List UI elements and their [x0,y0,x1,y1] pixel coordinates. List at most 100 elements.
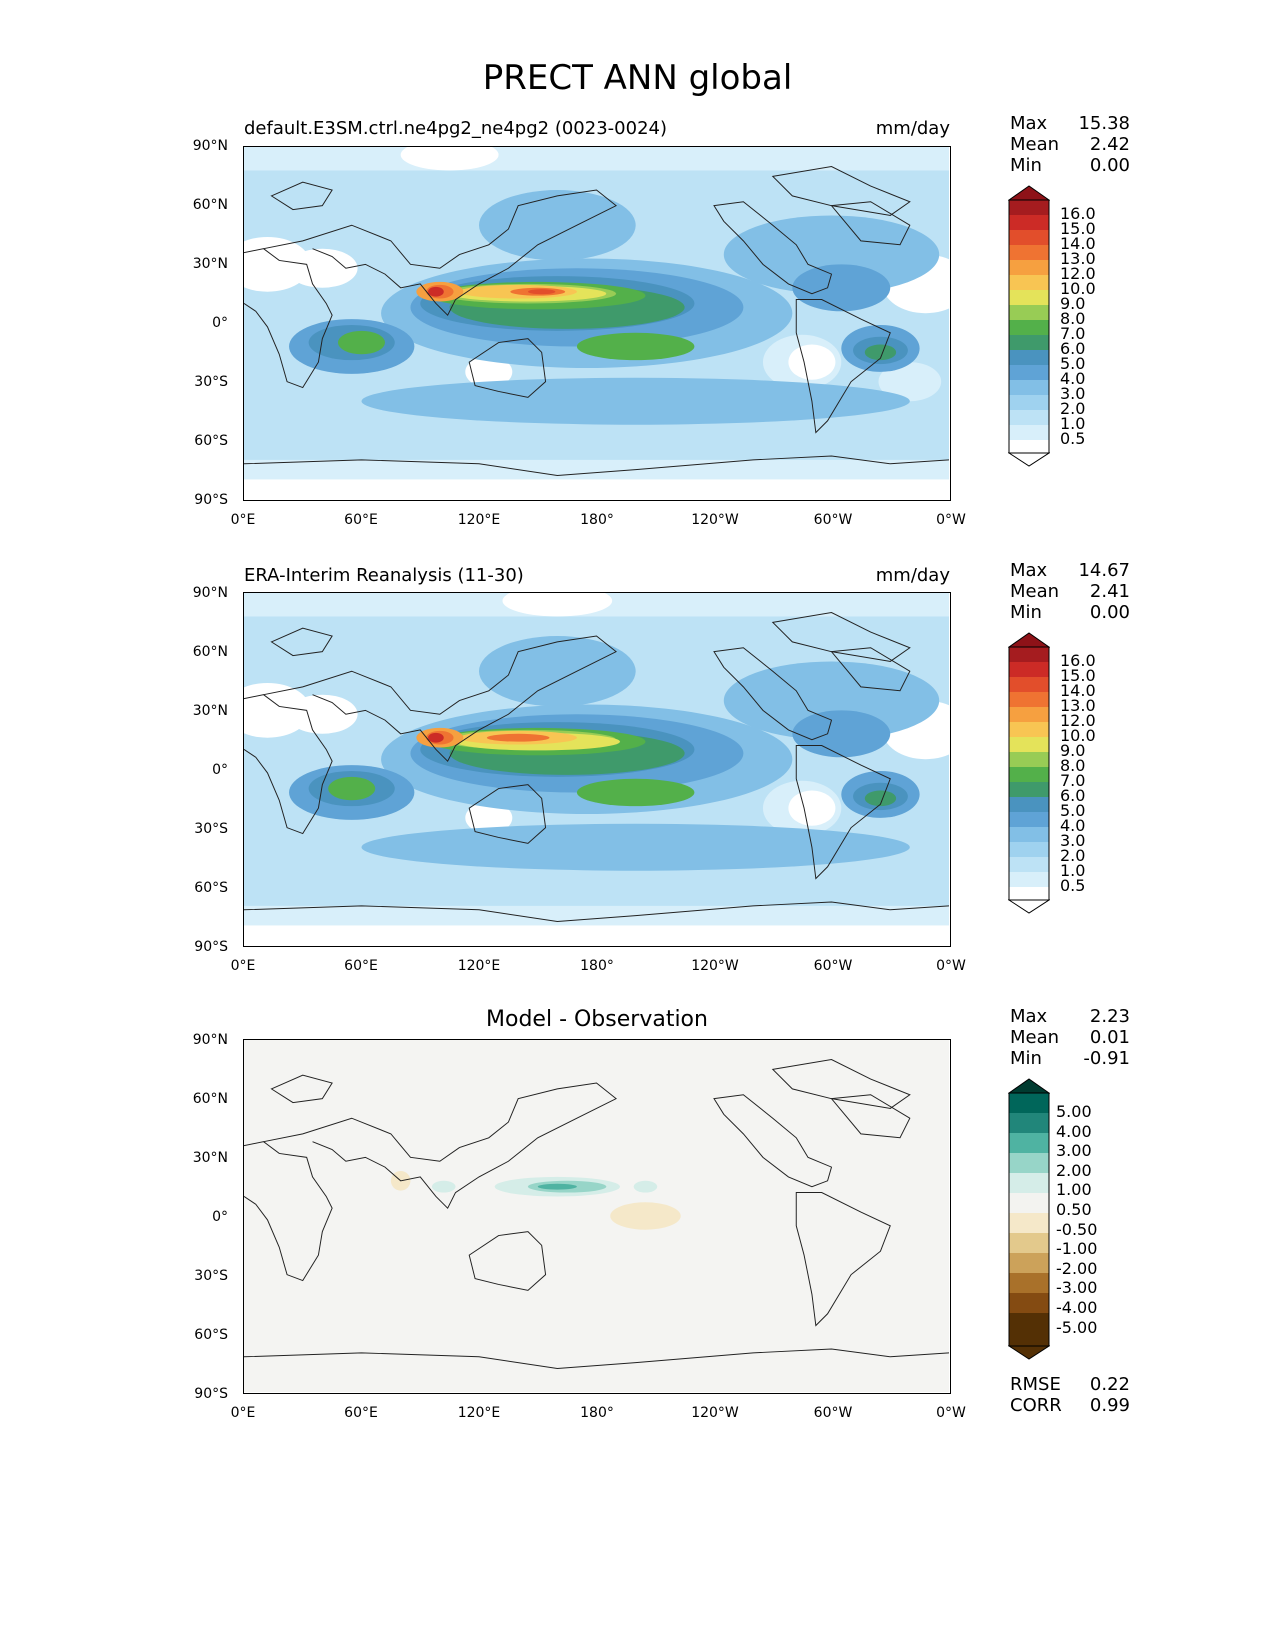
panel2-lat-label: 60°S [194,880,228,896]
panel2-colorbar-labels: 16.0 15.0 14.0 13.0 12.0 10.0 9.0 8.0 7.… [1060,651,1096,895]
panel1-units: mm/day [875,118,950,139]
colorbar-tick-label: 9.0 [1060,741,1086,760]
panel2-stat-value: 0.00 [1089,602,1130,623]
panel2-map [243,592,951,947]
panel2-lat-label: 90°N [192,585,228,601]
panel3-lon-label: 60°E [344,1405,378,1421]
panel1-lat-label: 90°S [194,492,228,508]
panel2-lat-label: 30°N [192,703,228,719]
panel3-lat-label: 30°S [194,1268,228,1284]
panel3-lat-label: 60°N [192,1091,228,1107]
panel3-lat-label: 60°S [194,1327,228,1343]
panel1-stat-label: Min [1010,155,1042,176]
panel2-stat-value: 2.41 [1089,581,1130,602]
colorbar-tick-label: 16.0 [1060,651,1096,670]
panel3-lat-label: 30°N [192,1150,228,1166]
colorbar-tick-label: 7.0 [1060,771,1086,790]
colorbar-tick-label: 4.00 [1056,1121,1092,1141]
colorbar-tick-label: -2.00 [1056,1258,1098,1278]
colorbar-tick-label: 5.0 [1060,354,1086,373]
panel1-colorbar-labels: 16.0 15.0 14.0 13.0 12.0 10.0 9.0 8.0 7.… [1060,204,1096,448]
panel1-stat-label: Max [1010,113,1048,134]
colorbar-tick-label: 12.0 [1060,711,1096,730]
figure-title: PRECT ANN global [482,58,793,98]
panel3-lat-label: 0° [212,1209,228,1225]
panel1-lat-label: 60°S [194,433,228,449]
colorbar-tick-label: 16.0 [1060,204,1096,223]
panel2-lon-label: 120°E [457,958,501,974]
colorbar-tick-label: 2.00 [1056,1160,1092,1180]
panel2-lon-label: 0°W [936,958,966,974]
colorbar-tick-label: -3.00 [1056,1278,1098,1298]
panel3-stat-label: Max [1010,1006,1048,1027]
panel3-lon-label: 120°W [691,1405,739,1421]
panel3-stat-value: 2.23 [1089,1006,1130,1027]
panel2-stat-label: Mean [1010,581,1060,602]
colorbar-tick-label: 9.0 [1060,294,1086,313]
colorbar-tick-label: 10.0 [1060,726,1096,745]
colorbar-tick-label: 3.0 [1060,831,1086,850]
colorbar-tick-label: 0.5 [1060,876,1086,895]
colorbar-tick-label: -5.00 [1056,1317,1098,1337]
panel2-left-title: ERA-Interim Reanalysis (11-30) [244,565,524,586]
panel3-stat-value: -0.91 [1083,1048,1130,1069]
colorbar-tick-label: 4.0 [1060,816,1086,835]
colorbar-tick-label: 3.00 [1056,1141,1092,1161]
colorbar-tick-label: 0.5 [1060,429,1086,448]
panel3-colorbar-labels: 5.00 4.00 3.00 2.00 1.00 0.50 -0.50 -1.0… [1056,1104,1097,1339]
panel1-stat-label: Mean [1010,134,1060,155]
colorbar-tick-label: 5.00 [1056,1102,1092,1121]
colorbar-tick-label: -1.00 [1056,1239,1098,1259]
colorbar-tick-label: 15.0 [1060,666,1096,685]
colorbar-tick-label: 6.0 [1060,786,1086,805]
panel3-lat-label: 90°N [192,1032,228,1048]
panel1-map [243,146,951,501]
panel1-stat-value: 0.00 [1089,155,1130,176]
panel3-lon-label: 120°E [457,1405,501,1421]
panel1-lat-label: 60°N [192,197,228,213]
panel3-rmse-label: RMSE [1010,1374,1061,1395]
panel3-stat-label: Mean [1010,1027,1060,1048]
panel1-lon-label: 60°E [344,512,378,528]
panel2-lat-label: 60°N [192,644,228,660]
panel2-units: mm/day [875,565,950,586]
panel3-map [243,1039,951,1394]
colorbar-tick-label: 1.0 [1060,861,1086,880]
colorbar-tick-label: 8.0 [1060,756,1086,775]
panel1-lon-label: 120°E [457,512,501,528]
panel1-lon-label: 180° [580,512,614,528]
colorbar-tick-label: 1.0 [1060,414,1086,433]
colorbar-tick-label: 8.0 [1060,309,1086,328]
panel2-lat-label: 30°S [194,821,228,837]
panel2-lon-label: 180° [580,958,614,974]
panel1-lat-label: 90°N [192,138,228,154]
panel2-colorbar [1007,632,1051,914]
panel3-title: Model - Observation [486,1007,708,1032]
colorbar-tick-label: 4.0 [1060,369,1086,388]
panel1-lon-label: 0°W [936,512,966,528]
colorbar-tick-label: 12.0 [1060,264,1096,283]
panel3-colorbar [1007,1078,1051,1360]
panel3-stat-value: 0.01 [1089,1027,1130,1048]
panel3-lat-label: 90°S [194,1386,228,1402]
panel1-colorbar [1007,185,1051,467]
colorbar-tick-label: 10.0 [1060,279,1096,298]
colorbar-tick-label: 14.0 [1060,234,1096,253]
colorbar-tick-label: 0.50 [1056,1199,1092,1219]
panel1-stat-value: 15.38 [1078,113,1130,134]
panel3-stat-label: Min [1010,1048,1042,1069]
panel1-lat-label: 30°N [192,256,228,272]
panel2-lat-label: 0° [212,762,228,778]
panel2-lat-label: 90°S [194,939,228,955]
panel1-lat-label: 0° [212,315,228,331]
panel1-lon-label: 0°E [230,512,256,528]
panel2-stat-label: Max [1010,560,1048,581]
panel3-lon-label: 180° [580,1405,614,1421]
panel3-lon-label: 0°E [230,1405,256,1421]
panel2-lon-label: 60°W [813,958,853,974]
colorbar-tick-label: 2.0 [1060,399,1086,418]
panel3-lon-label: 0°W [936,1405,966,1421]
colorbar-tick-label: 5.0 [1060,801,1086,820]
panel1-stat-value: 2.42 [1089,134,1130,155]
colorbar-tick-label: 13.0 [1060,696,1096,715]
